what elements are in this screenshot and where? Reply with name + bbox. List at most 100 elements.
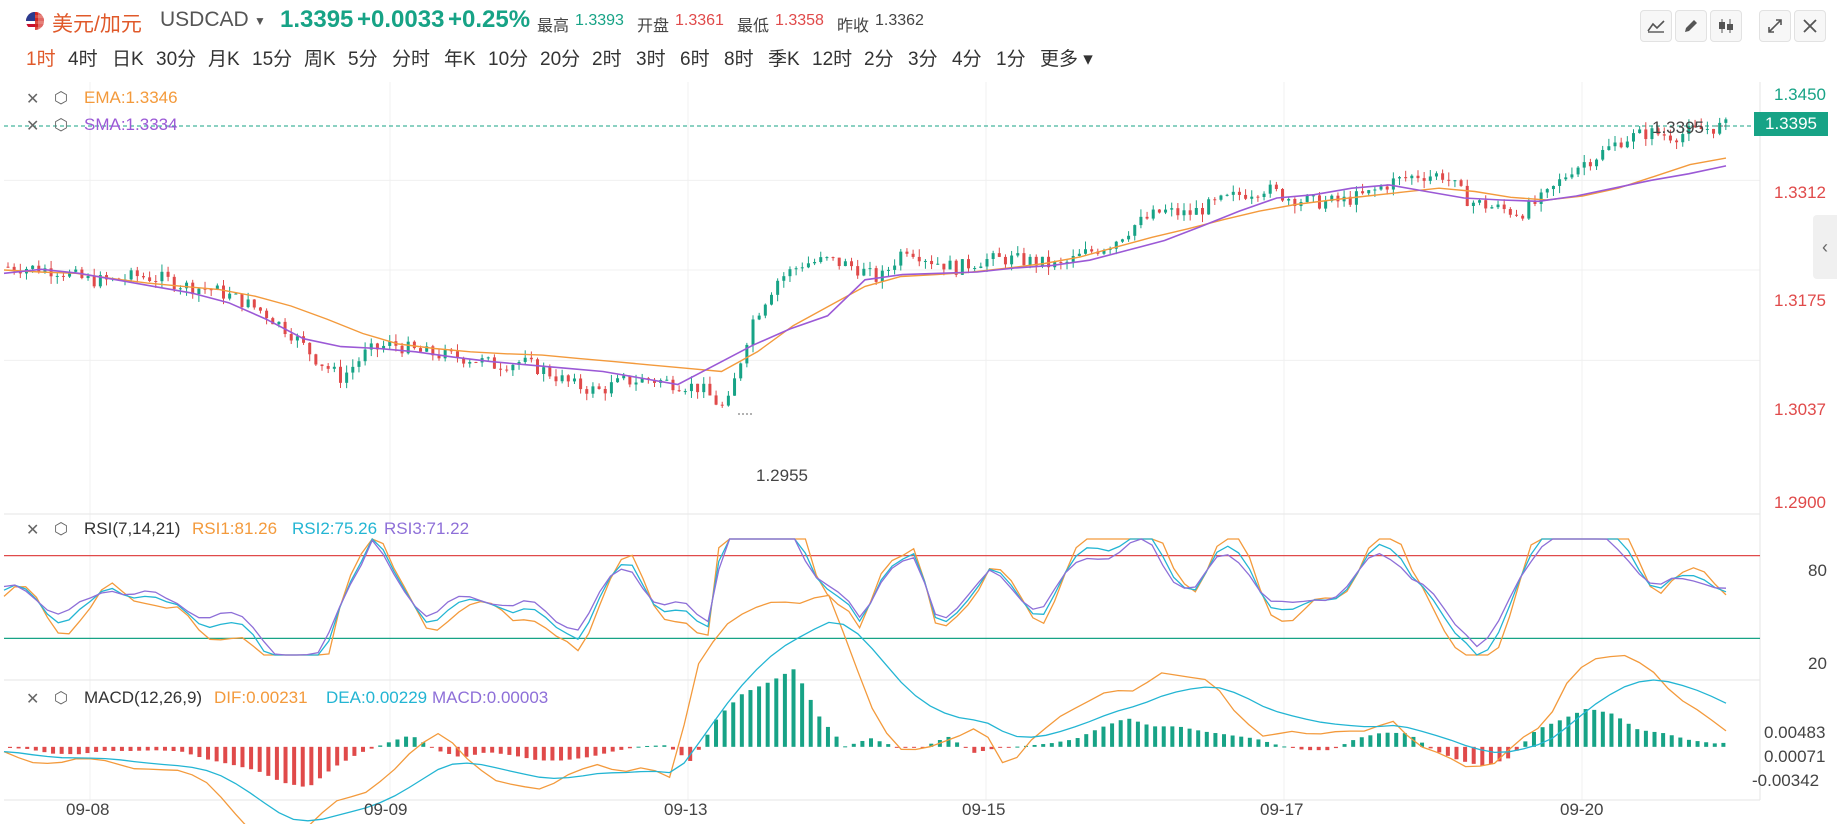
settings-icon[interactable]: ⬡ (54, 690, 68, 707)
candle-body (357, 361, 361, 367)
dea-line (3, 621, 1727, 822)
tab-19[interactable]: 3分 (908, 49, 938, 70)
candle-body (1102, 250, 1106, 254)
macd-bar (1204, 731, 1209, 747)
tab-8[interactable]: 分时 (392, 49, 431, 70)
candle-body (6, 266, 10, 268)
tab-17[interactable]: 12时 (812, 49, 853, 70)
candle-body (240, 293, 244, 308)
pen-icon[interactable] (1675, 10, 1707, 42)
pair-symbol[interactable]: USDCAD (160, 8, 249, 31)
candle-body (1219, 195, 1223, 200)
macd-bar (1178, 726, 1183, 747)
tab-12[interactable]: 2时 (592, 49, 622, 70)
candle-body (800, 267, 804, 269)
macd-bar (257, 746, 262, 772)
macd-bar (162, 746, 167, 751)
macd-bar (1213, 733, 1218, 747)
candle-body (1545, 189, 1549, 193)
candle-type-icon[interactable] (1710, 10, 1742, 42)
macd-bar (886, 744, 891, 747)
candle-body (757, 315, 761, 320)
price-axis-label: 1.3037 (1774, 400, 1826, 419)
macd-bar (1333, 746, 1338, 749)
macd-bar (1626, 723, 1631, 747)
tab-21[interactable]: 1分 (996, 49, 1026, 70)
settings-icon[interactable]: ⬡ (54, 521, 68, 538)
candle-body (1693, 125, 1697, 127)
candle-body (1330, 195, 1334, 201)
tab-18[interactable]: 2分 (864, 49, 894, 70)
candle-body (12, 266, 16, 271)
indicator-icon[interactable] (1640, 10, 1672, 42)
tab-15[interactable]: 8时 (724, 49, 754, 70)
tab-20[interactable]: 4分 (952, 49, 982, 70)
candle-body (585, 389, 589, 394)
tab-1[interactable]: 4时 (68, 49, 98, 70)
quote-header: 美元/加元 USDCAD ▼ 1.3395 +0.0033 +0.25% 最高 … (0, 0, 1838, 42)
tab-7[interactable]: 5分 (348, 49, 378, 70)
macd-bar (533, 746, 538, 760)
macd-bar (877, 741, 882, 747)
tab-13[interactable]: 3时 (636, 49, 666, 70)
candle-body (985, 259, 989, 267)
macd-bar (1592, 709, 1597, 747)
chart-svg[interactable] (0, 82, 1838, 824)
candle-body (868, 268, 872, 270)
rsi3-line (3, 538, 1727, 656)
remove-indicator-icon[interactable]: ✕ (26, 91, 40, 108)
date-label: 09-17 (1260, 800, 1304, 819)
candle-body (751, 319, 755, 345)
macd-bar (765, 682, 770, 747)
remove-indicator-icon[interactable]: ✕ (26, 522, 40, 539)
stat-low-value: 1.3358 (775, 12, 824, 29)
tab-14[interactable]: 6时 (680, 49, 710, 70)
remove-indicator-icon[interactable]: ✕ (26, 118, 40, 135)
tab-4[interactable]: 月K (208, 49, 240, 70)
tab-0[interactable]: 1时 (26, 49, 56, 70)
tab-2[interactable]: 日K (112, 49, 144, 70)
macd-bar (1247, 737, 1252, 747)
pair-title[interactable]: 美元/加元 (52, 13, 142, 36)
rsi-axis-20: 20 (1808, 654, 1827, 673)
chart-area[interactable]: ✕ ⬡ EMA:1.3346 ✕ ⬡ SMA:1.3334 ✕ ⬡ RSI(7,… (0, 82, 1838, 824)
tab-11[interactable]: 20分 (540, 49, 581, 70)
candle-body (905, 251, 909, 254)
macd-bar (1118, 720, 1123, 747)
macd-bar (912, 746, 917, 748)
candle-body (708, 383, 712, 396)
macd-bar (455, 746, 460, 757)
macd-axis-label: 0.00483 (1764, 723, 1826, 742)
sma-legend: SMA:1.3334 (84, 115, 178, 134)
candle-body (1361, 191, 1365, 194)
macd-bar (68, 746, 73, 755)
macd-bar (1299, 746, 1304, 750)
candle-body (640, 378, 644, 383)
candle-body (1508, 209, 1512, 215)
tab-9[interactable]: 年K (444, 49, 476, 70)
fullscreen-icon[interactable] (1759, 10, 1791, 42)
tab-16[interactable]: 季K (768, 49, 800, 70)
candle-body (579, 378, 583, 390)
candle-body (616, 378, 620, 383)
remove-indicator-icon[interactable]: ✕ (26, 691, 40, 708)
macd-bar (1385, 732, 1390, 747)
price-axis-label: 1.3312 (1774, 183, 1826, 202)
tab-6[interactable]: 周K (304, 49, 336, 70)
tab-22[interactable]: 更多 ▾ (1040, 49, 1093, 70)
symbol-dropdown-icon[interactable]: ▼ (254, 14, 266, 28)
candle-body (622, 375, 626, 379)
candle-body (1484, 200, 1488, 209)
settings-icon[interactable]: ⬡ (54, 90, 68, 107)
macd-bar (1566, 716, 1571, 747)
tab-5[interactable]: 15分 (252, 49, 293, 70)
tab-3[interactable]: 30分 (156, 49, 197, 70)
candle-body (1003, 256, 1007, 265)
settings-icon[interactable]: ⬡ (54, 117, 68, 134)
macd-bar (696, 746, 701, 750)
tab-10[interactable]: 10分 (488, 49, 529, 70)
close-icon[interactable] (1794, 10, 1826, 42)
candle-body (1662, 134, 1666, 136)
candle-body (1656, 128, 1660, 135)
collapse-panel-icon[interactable]: ‹ (1813, 215, 1837, 279)
